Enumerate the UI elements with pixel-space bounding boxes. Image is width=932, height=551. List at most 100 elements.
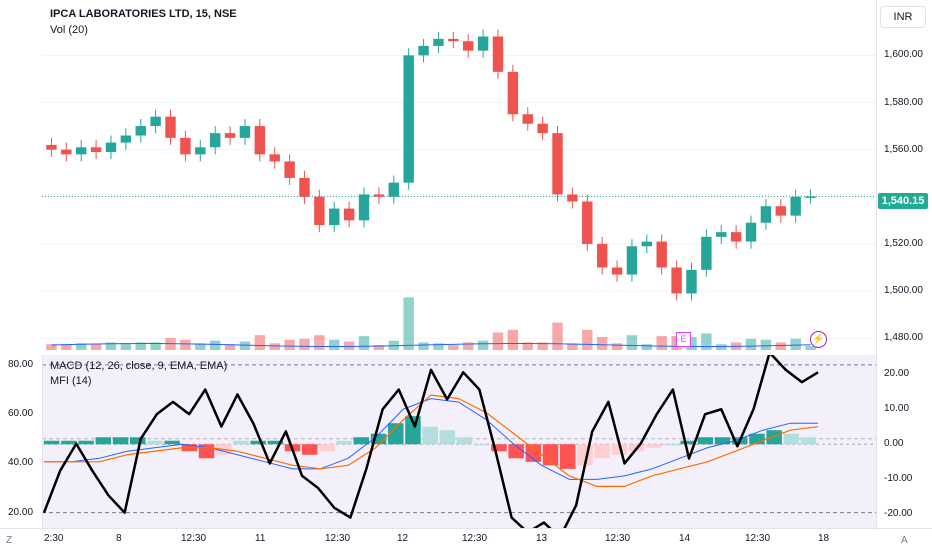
candle-body (522, 114, 533, 124)
price-pane[interactable] (0, 0, 876, 352)
candle-body (180, 137, 191, 155)
volume-bar (299, 338, 310, 350)
macd-histogram-bar (714, 437, 731, 445)
volume-label[interactable]: Vol (20) (50, 24, 88, 36)
candle-body (269, 154, 280, 162)
candle-body (656, 241, 667, 268)
volume-bar (686, 337, 697, 350)
macd-histogram-bar (319, 444, 335, 452)
time-tick-label: 12:30 (462, 533, 488, 544)
macd-tick-label: -10.00 (884, 473, 913, 485)
candle-body (358, 194, 370, 221)
earnings-marker[interactable]: E (676, 332, 691, 347)
volume-bar (760, 339, 772, 350)
macd-histogram-bar (491, 444, 507, 452)
volume-bar (284, 339, 295, 350)
mfi-label[interactable]: MFI (14) (50, 375, 92, 387)
candle-body (120, 135, 132, 143)
macd-histogram-bar (663, 444, 679, 446)
volume-bar (254, 335, 266, 350)
macd-histogram-bar (302, 444, 318, 455)
mfi-tick-label: 40.00 (8, 457, 34, 469)
volume-bar (314, 335, 325, 350)
mfi-axis (0, 355, 43, 530)
volume-bar (373, 345, 385, 350)
volume-bar (775, 342, 786, 350)
candle-body (418, 45, 429, 56)
time-axis[interactable] (0, 528, 932, 551)
volume-bar (239, 341, 251, 350)
macd-histogram-bar (147, 440, 163, 445)
volume-bar (626, 335, 638, 350)
macd-histogram-bar (508, 444, 524, 459)
volume-bar (135, 342, 146, 350)
volume-bar (522, 342, 533, 350)
volume-bar (805, 345, 816, 350)
price-tick-label: 1,520.00 (884, 237, 923, 249)
macd-histogram-bar (44, 440, 60, 445)
candle-body (641, 241, 653, 247)
candle-body (686, 269, 697, 294)
macd-histogram-bar (388, 423, 404, 445)
candle-body (105, 142, 117, 152)
lightning-icon[interactable]: ⚡ (810, 331, 827, 348)
currency-button[interactable]: INR (880, 6, 926, 28)
time-tick-label: 12:30 (605, 533, 631, 544)
volume-bar (433, 343, 444, 350)
macd-histogram-bar (164, 440, 180, 445)
candle-body (329, 208, 340, 226)
volume-bar (492, 332, 504, 350)
macd-histogram-bar (439, 430, 456, 445)
volume-bar (224, 344, 236, 350)
indicator-pane[interactable] (42, 355, 876, 529)
candle-body (254, 126, 266, 155)
macd-label[interactable]: MACD (12, 26, close, 9, EMA, EMA) (50, 360, 228, 372)
candle-body (730, 232, 742, 242)
candle-body (626, 246, 638, 275)
volume-bar (329, 339, 340, 350)
candle-body (507, 71, 519, 115)
macd-histogram-bar (474, 444, 490, 446)
macd-histogram-bar (78, 440, 94, 445)
volume-bar (61, 344, 72, 350)
volume-bar (463, 342, 474, 350)
auto-scale-toggle[interactable]: A (901, 535, 908, 546)
volume-bar (150, 342, 161, 350)
volume-bar (537, 342, 548, 350)
macd-histogram-bar (422, 426, 438, 445)
candle-body (373, 194, 385, 197)
symbol-title: IPCA LABORATORIES LTD, 15, NSE (50, 8, 237, 20)
price-axis[interactable] (876, 0, 932, 530)
volume-bar (403, 297, 414, 350)
candle-body (403, 55, 414, 183)
macd-tick-label: 0.00 (884, 438, 904, 450)
candle-body (239, 126, 251, 138)
macd-histogram-bar (680, 440, 696, 445)
volume-bar (90, 344, 102, 350)
volume-bar (180, 339, 191, 350)
volume-bar (76, 343, 87, 350)
candle-body (76, 147, 87, 155)
candle-body (790, 196, 801, 216)
volume-bar (745, 338, 757, 350)
time-tick-label: 12:30 (181, 533, 207, 544)
macd-histogram-bar (353, 437, 370, 445)
timezone-toggle[interactable]: Z (6, 535, 13, 546)
price-tick-label: 1,560.00 (884, 143, 923, 155)
volume-bar (418, 342, 429, 350)
volume-bar (596, 337, 608, 350)
macd-histogram-bar (95, 437, 112, 445)
volume-bar (641, 344, 653, 350)
volume-bar (448, 345, 459, 350)
candle-body (135, 126, 146, 136)
macd-tick-label: 20.00 (884, 368, 910, 380)
volume-bar (195, 343, 206, 350)
macd-histogram-bar (112, 437, 129, 445)
macd-histogram-bar (456, 437, 473, 445)
candle-body (209, 133, 221, 148)
macd-histogram-bar (130, 437, 146, 445)
macd-histogram-bar (61, 440, 77, 445)
price-tick-label: 1,500.00 (884, 285, 923, 297)
candle-body (195, 147, 206, 155)
candle-body (745, 222, 757, 242)
